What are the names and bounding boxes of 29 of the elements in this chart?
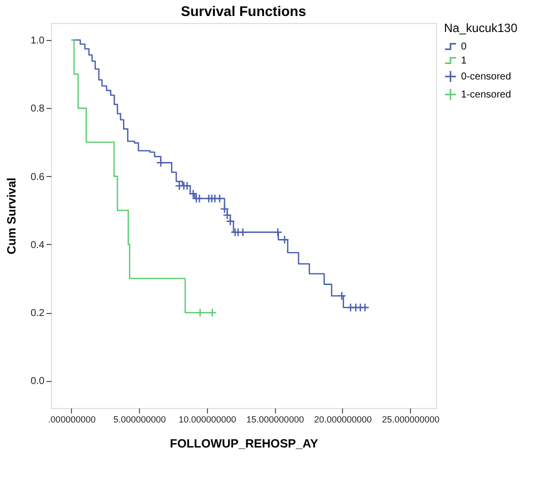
y-tick-label: 0.6 (30, 172, 45, 183)
point (208, 308, 217, 318)
legend-label: 0-censored (461, 72, 512, 82)
x-tick-label: 20.000000000 (314, 414, 372, 424)
point (280, 235, 290, 244)
legend-title: Na_kucuk130 (444, 21, 518, 35)
point (156, 158, 166, 168)
point (273, 228, 282, 237)
y-tick-label: 0.2 (30, 308, 45, 320)
y-tick-label: 0.4 (30, 240, 45, 251)
point (196, 308, 205, 318)
chart-title: Survival Functions (180, 3, 306, 19)
x-tick-label: 25.000000000 (382, 414, 440, 424)
x-tick-label: .000000000 (48, 414, 96, 424)
x-tick-label: 5.000000000 (113, 414, 166, 424)
x-tick-label: 10.000000000 (178, 414, 236, 424)
legend-label: 1-censored (461, 90, 512, 100)
point (337, 291, 346, 300)
y-axis-title: Cum Survival (4, 178, 19, 254)
point (238, 228, 248, 237)
legend-label: 1 (461, 56, 467, 66)
point (215, 194, 224, 203)
point (360, 302, 370, 312)
y-tick-label: 1.0 (30, 36, 45, 47)
y-tick-label: 0.0 (30, 376, 45, 388)
x-tick-label: 15.000000000 (246, 414, 304, 424)
legend-label: 0 (461, 42, 467, 52)
x-axis-title: FOLLOWUP_REHOSP_AY (170, 436, 318, 450)
y-tick-label: 0.8 (30, 104, 45, 115)
